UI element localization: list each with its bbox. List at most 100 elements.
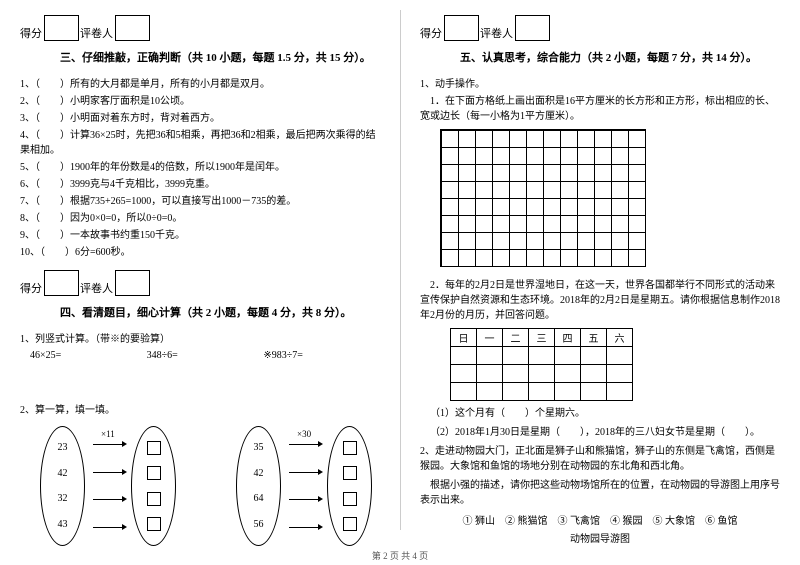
grid-cell: [509, 232, 527, 250]
answer-box: [343, 441, 357, 455]
s5-q1: 1、动手操作。: [420, 75, 780, 90]
grid-cell: [594, 215, 612, 233]
grid-cell: [611, 232, 629, 250]
grid-cell: [475, 130, 493, 148]
grid-cell: [526, 130, 544, 148]
score-label: 得分: [20, 280, 42, 296]
mult-label: ×11: [101, 430, 115, 439]
grid-cell: [458, 130, 476, 148]
oval-val: 32: [58, 493, 68, 504]
answer-box: [147, 441, 161, 455]
arrow: [93, 472, 123, 473]
s5-q2-sub2: （2）2018年1月30日是星期（ ），2018年的三八妇女节是星期（ ）。: [420, 425, 780, 440]
score-label: 得分: [20, 25, 42, 41]
grid-cell: [560, 232, 578, 250]
grid-cell: [594, 249, 612, 267]
cal-header-cell: 四: [555, 328, 581, 346]
grid-cell: [628, 164, 646, 182]
grid-cell: [492, 198, 510, 216]
cal-header-cell: 三: [529, 328, 555, 346]
s5-q2-sub1: （1）这个月有（ ）个星期六。: [420, 406, 780, 421]
grid-cell: [492, 232, 510, 250]
calc-a: 46×25=: [30, 350, 147, 361]
grid-cell: [543, 147, 561, 165]
judge-item: 1、（ ）所有的大月都是单月，所有的小月都是双月。: [20, 75, 380, 90]
oval-group-2: 35 42 64 56 ×30: [236, 426, 372, 546]
grid-cell: [509, 198, 527, 216]
grid-cell: [475, 232, 493, 250]
grid-cell: [611, 198, 629, 216]
grid-paper: [440, 129, 780, 270]
oval-left-1: 23 42 32 43: [40, 426, 85, 546]
grid-cell: [526, 147, 544, 165]
grid-cell: [577, 181, 595, 199]
grid-cell: [611, 215, 629, 233]
judge-item: 10、（ ）6分=600秒。: [20, 243, 380, 258]
arrow: ×30: [289, 444, 319, 445]
s5-q2-para: 2．每年的2月2日是世界湿地日，在这一天，世界各国都举行不同形式的活动来宣传保护…: [420, 278, 780, 323]
section-5-title: 五、认真思考，综合能力（共 2 小题，每题 7 分，共 14 分）。: [460, 49, 780, 65]
score-cell: [444, 15, 479, 41]
score-cell: [44, 15, 79, 41]
grid-cell: [577, 164, 595, 182]
grid-cell: [577, 215, 595, 233]
grader-cell: [115, 270, 150, 296]
oval-group-1: 23 42 32 43 ×11: [40, 426, 176, 546]
grid-cell: [492, 147, 510, 165]
grid-cell: [594, 164, 612, 182]
grid-cell: [543, 249, 561, 267]
grid-cell: [526, 198, 544, 216]
score-box-5: 得分 评卷人: [420, 15, 780, 41]
answer-box: [343, 492, 357, 506]
grid-cell: [441, 215, 459, 233]
grid-cell: [628, 249, 646, 267]
judge-item: 3、（ ）小明面对着东方时，背对着西方。: [20, 109, 380, 124]
grid-cell: [577, 198, 595, 216]
judge-item: 2、（ ）小明家客厅面积是10公顷。: [20, 92, 380, 107]
arrow: [93, 499, 123, 500]
grid-cell: [526, 164, 544, 182]
grid-cell: [492, 130, 510, 148]
oval-val: 64: [254, 493, 264, 504]
calc-row: 46×25= 348÷6= ※983÷7=: [30, 350, 380, 361]
grid-cell: [594, 181, 612, 199]
grid-cell: [492, 215, 510, 233]
mult-label: ×30: [297, 430, 311, 439]
answer-box: [147, 466, 161, 480]
grid-cell: [509, 164, 527, 182]
oval-val: 35: [254, 442, 264, 453]
grid-cell: [560, 147, 578, 165]
left-column: 得分 评卷人 三、仔细推敲，正确判断（共 10 小题，每题 1.5 分，共 15…: [0, 0, 400, 540]
zoo-task: 根据小强的描述，请你把这些动物场馆所在的位置，在动物园的导游图上用序号表示出来。: [420, 478, 780, 508]
oval-val: 56: [254, 519, 264, 530]
oval-val: 23: [58, 442, 68, 453]
grid-cell: [509, 249, 527, 267]
answer-box: [147, 492, 161, 506]
grid-cell: [560, 249, 578, 267]
grid-cell: [628, 198, 646, 216]
grader-cell: [115, 15, 150, 41]
answer-box: [343, 466, 357, 480]
grid-cell: [628, 215, 646, 233]
grid-cell: [594, 198, 612, 216]
calendar-table: 日一二三四五六: [450, 328, 633, 401]
grid-cell: [526, 249, 544, 267]
cal-header-cell: 五: [581, 328, 607, 346]
grid-cell: [560, 130, 578, 148]
grid-cell: [594, 232, 612, 250]
grid-cell: [441, 198, 459, 216]
grid-cell: [526, 232, 544, 250]
section-3-title: 三、仔细推敲，正确判断（共 10 小题，每题 1.5 分，共 15 分）。: [60, 49, 380, 65]
grid-cell: [611, 147, 629, 165]
boxes: [147, 435, 161, 537]
score-label: 得分: [420, 25, 442, 41]
grid-cell: [577, 147, 595, 165]
judge-item: 9、（ ）一本故事书约重150千克。: [20, 226, 380, 241]
grid-cell: [543, 215, 561, 233]
grid-cell: [560, 198, 578, 216]
cal-header-cell: 一: [477, 328, 503, 346]
grid-cell: [441, 164, 459, 182]
arrow: [289, 499, 319, 500]
grid-cell: [509, 147, 527, 165]
page-footer: 第 2 页 共 4 页: [0, 549, 800, 562]
